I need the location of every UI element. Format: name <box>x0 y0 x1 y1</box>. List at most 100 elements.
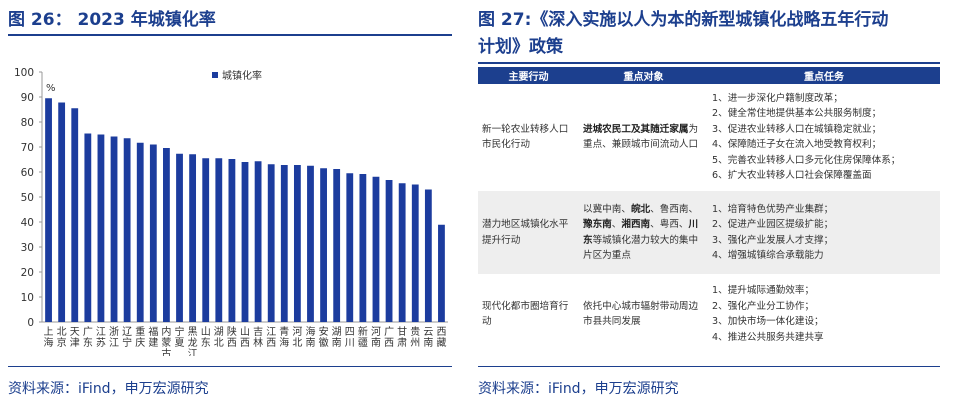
x-tick-label-甘肃: 肃 <box>397 337 407 349</box>
row1-target: 进城农民工及其随迁家属为重点、兼顾城市间流动人口 <box>579 84 708 191</box>
header-key-target: 重点对象 <box>579 67 708 84</box>
left-source-rule <box>8 366 452 367</box>
x-tick-label-宁夏: 宁 <box>175 325 185 338</box>
bar-浙江 <box>110 136 118 322</box>
y-tick-label: 0 <box>27 317 34 329</box>
bar-海南 <box>307 165 314 322</box>
x-tick-label-江苏: 江 <box>96 326 106 338</box>
x-tick-label-新疆: 疆 <box>358 337 368 349</box>
bar-陕西 <box>228 159 236 322</box>
row3-action: 现代化都市圈培育行动 <box>482 300 569 328</box>
x-tick-label-天津: 津 <box>70 337 80 349</box>
y-tick-label: 20 <box>21 267 34 279</box>
x-tick-label-吉林: 吉 <box>253 326 263 338</box>
row2-target-text: 等城镇化潜力较大的集中片区为重点 <box>583 234 699 262</box>
row2-target-bold: 湘西南 <box>621 219 651 230</box>
bar-广东 <box>84 133 92 322</box>
row2-target-text: 、鲁西南、 <box>650 203 699 215</box>
bar-江西 <box>267 164 275 322</box>
row2-tasks: 1、培育特色优势产业集群； 2、促进产业园区提级扩能； 3、强化产业发展人才支撑… <box>708 190 940 274</box>
x-tick-label-广西: 广 <box>384 326 394 338</box>
task-item: 6、扩大农业转移人口社会保障覆盖面 <box>712 170 872 181</box>
task-item: 1、进一步深化户籍制度改革； <box>712 92 843 104</box>
x-tick-label-海南: 南 <box>305 336 315 349</box>
table-header-row: 主要行动 重点对象 重点任务 <box>478 67 940 84</box>
bar-四川 <box>346 173 354 322</box>
row2-target-bold: 豫东南 <box>583 219 612 230</box>
left-source-note: 资料来源：iFind，申万宏源研究 <box>8 381 209 397</box>
row3-target: 依托中心城市辐射带动周边市县共同发展 <box>583 300 699 328</box>
left-title-rule <box>8 34 452 36</box>
x-tick-label-山西: 西 <box>240 338 250 349</box>
x-tick-label-河南: 河 <box>371 326 381 338</box>
bar-吉林 <box>254 161 262 322</box>
bar-湖南 <box>333 169 341 322</box>
x-tick-label-河北: 北 <box>292 337 302 349</box>
x-tick-label-青海: 海 <box>279 336 289 349</box>
x-tick-label-江苏: 苏 <box>96 336 106 349</box>
x-tick-label-黑龙江: 黑 <box>188 326 198 338</box>
x-tick-label-福建: 建 <box>148 336 158 349</box>
x-tick-label-四川: 四 <box>345 327 355 338</box>
bar-湖北 <box>215 158 223 322</box>
x-tick-label-宁夏: 夏 <box>175 337 185 349</box>
x-tick-label-内蒙古: 古 <box>161 347 171 356</box>
x-tick-label-福建: 福 <box>148 325 158 338</box>
y-tick-label: 80 <box>21 117 34 129</box>
bar-福建 <box>149 144 157 322</box>
x-tick-label-西藏: 藏 <box>436 337 446 349</box>
x-tick-label-河北: 河 <box>292 326 302 338</box>
x-tick-label-上海: 上 <box>44 326 54 338</box>
task-item: 2、强化产业分工协作； <box>712 300 815 312</box>
bar-北京 <box>58 102 66 322</box>
x-tick-label-湖南: 南 <box>332 336 342 349</box>
x-tick-label-青海: 青 <box>279 325 289 338</box>
policy-table: 主要行动 重点对象 重点任务 新一轮农业转移人口市民化行动 进城农民工及其随迁家… <box>478 67 940 354</box>
bar-青海 <box>280 165 288 322</box>
row2-target-text: 、粤西、 <box>650 219 689 230</box>
bar-宁夏 <box>176 153 183 322</box>
bar-江苏 <box>97 134 105 322</box>
bar-内蒙古 <box>163 148 170 322</box>
row1-tasks: 1、进一步深化户籍制度改革； 2、健全常住地提供基本公共服务制度； 3、促进农业… <box>708 84 940 191</box>
x-tick-label-北京: 京 <box>57 336 67 349</box>
x-tick-label-四川: 川 <box>345 338 355 349</box>
x-tick-label-云南: 云 <box>423 327 433 338</box>
bar-安徽 <box>320 168 327 322</box>
x-tick-label-山西: 山 <box>240 326 250 338</box>
urbanization-bar-chart: 0102030405060708090100%城镇化率上海北京天津广东江苏浙江辽… <box>14 67 448 356</box>
x-tick-label-吉林: 林 <box>253 336 263 349</box>
x-tick-label-江西: 江 <box>266 326 276 338</box>
task-item: 4、推进公共服务共建共享 <box>712 331 824 343</box>
table-row: 新一轮农业转移人口市民化行动 进城农民工及其随迁家属为重点、兼顾城市间流动人口 … <box>478 84 940 191</box>
y-tick-label: 90 <box>21 92 34 104</box>
task-item: 4、增强城镇综合承载能力 <box>712 250 824 261</box>
task-item: 2、健全常住地提供基本公共服务制度； <box>712 108 882 119</box>
right-figure-title-line1: 图 27:《深入实施以人为本的新型城镇化战略五年行动 <box>478 10 889 30</box>
bar-甘肃 <box>398 183 406 322</box>
header-key-tasks: 重点任务 <box>708 67 940 84</box>
legend-swatch <box>212 72 218 78</box>
table-row: 潜力地区城镇化水平提升行动 以冀中南、皖北、鲁西南、豫东南、湘西南、粤西、川东等… <box>478 190 940 274</box>
x-tick-label-贵州: 州 <box>410 337 420 349</box>
right-source-note: 资料来源：iFind，申万宏源研究 <box>478 381 679 397</box>
task-item: 3、促进农业转移人口在城镇稳定就业； <box>712 123 882 135</box>
x-tick-label-黑龙江: 江 <box>188 348 198 356</box>
bar-天津 <box>71 108 79 322</box>
bar-重庆 <box>136 142 144 322</box>
right-source-rule <box>478 366 940 367</box>
y-tick-label: 30 <box>21 242 34 254</box>
row1-target-bold: 进城农民工及其随迁家属 <box>583 123 689 135</box>
task-item: 1、培育特色优势产业集群； <box>712 203 834 215</box>
x-tick-label-山东: 东 <box>201 336 211 349</box>
y-tick-label: 60 <box>21 167 34 179</box>
x-tick-label-新疆: 新 <box>358 325 368 338</box>
bar-广西 <box>385 180 393 322</box>
bar-新疆 <box>359 174 367 322</box>
x-tick-label-安徽: 徽 <box>319 336 329 349</box>
x-tick-label-重庆: 重 <box>135 325 145 338</box>
y-tick-label: 50 <box>21 192 34 204</box>
bar-河南 <box>372 176 380 322</box>
row3-tasks: 1、提升城际通勤效率； 2、强化产业分工协作； 3、加快市场一体化建设； 4、推… <box>708 274 940 354</box>
task-item: 3、加快市场一体化建设； <box>712 316 824 327</box>
